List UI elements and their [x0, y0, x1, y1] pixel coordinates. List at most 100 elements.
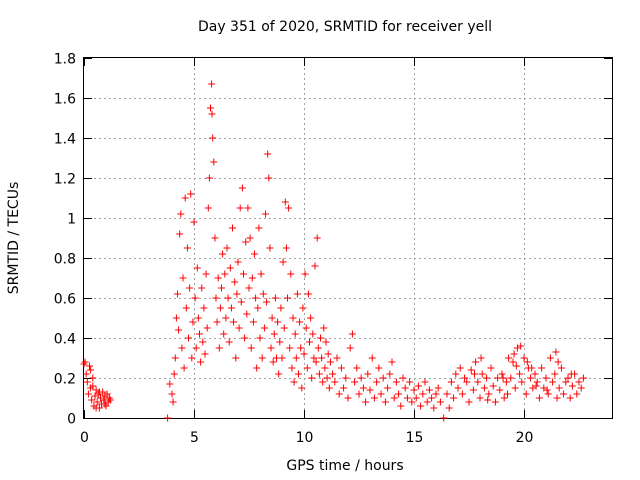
- data-point: [277, 304, 285, 312]
- data-point: [292, 354, 300, 362]
- data-point: [164, 414, 172, 422]
- y-tick-label: 0: [67, 412, 76, 428]
- data-point: [285, 204, 293, 212]
- data-point: [511, 384, 519, 392]
- data-point: [364, 370, 372, 378]
- y-tick-label: 1.6: [54, 92, 76, 108]
- x-axis-label: GPS time / hours: [286, 458, 403, 474]
- data-point: [312, 358, 320, 366]
- data-point: [174, 290, 181, 298]
- data-point: [183, 244, 191, 252]
- data-point: [214, 274, 222, 282]
- data-point: [496, 386, 504, 394]
- data-point: [106, 396, 114, 404]
- data-point: [288, 364, 296, 372]
- data-point: [421, 378, 429, 386]
- data-point: [315, 370, 323, 378]
- data-point: [551, 370, 559, 378]
- data-point: [555, 384, 563, 392]
- x-tick-label: 10: [296, 430, 314, 446]
- data-point: [274, 318, 282, 326]
- data-point: [255, 224, 263, 232]
- data-point: [478, 370, 486, 378]
- data-point: [267, 344, 275, 352]
- data-point: [256, 334, 264, 342]
- data-point: [289, 314, 297, 322]
- data-point: [169, 398, 177, 406]
- data-point: [201, 350, 209, 358]
- data-point: [213, 318, 221, 326]
- data-point: [177, 210, 185, 218]
- data-point: [211, 234, 219, 242]
- data-point: [298, 384, 306, 392]
- data-point: [89, 382, 97, 390]
- data-point: [264, 150, 272, 158]
- data-point: [276, 338, 284, 346]
- data-point: [329, 370, 337, 378]
- data-point: [379, 374, 387, 382]
- data-point: [296, 318, 304, 326]
- data-point: [263, 298, 271, 306]
- data-point: [300, 350, 308, 358]
- data-point: [209, 134, 217, 142]
- data-point: [266, 244, 274, 252]
- data-point: [215, 344, 223, 352]
- data-point: [204, 204, 212, 212]
- data-point: [566, 394, 574, 402]
- data-point: [203, 324, 211, 332]
- data-point: [517, 342, 525, 350]
- data-point: [523, 358, 531, 366]
- data-point: [101, 400, 109, 408]
- data-point: [386, 370, 394, 378]
- y-tick-label: 1.4: [54, 132, 76, 148]
- data-point: [434, 384, 442, 392]
- data-point: [538, 364, 546, 372]
- data-point: [340, 384, 348, 392]
- x-tick-label: 0: [80, 430, 89, 446]
- data-point: [461, 374, 469, 382]
- plot-frame: [83, 57, 613, 419]
- data-point: [187, 190, 195, 198]
- data-point: [535, 394, 543, 402]
- data-point: [430, 404, 438, 412]
- data-point: [452, 370, 460, 378]
- data-point: [410, 386, 418, 394]
- data-point: [533, 378, 541, 386]
- data-point: [454, 384, 462, 392]
- y-tick-label: 0.4: [54, 332, 76, 348]
- data-point: [399, 374, 407, 382]
- data-point: [504, 390, 511, 398]
- data-point: [216, 304, 224, 312]
- data-point: [355, 390, 363, 398]
- data-point: [417, 402, 425, 410]
- data-point: [89, 374, 97, 382]
- data-point: [198, 284, 206, 292]
- data-point: [171, 354, 179, 362]
- data-point: [575, 378, 583, 386]
- data-point: [527, 374, 535, 382]
- data-point: [307, 314, 315, 322]
- data-point: [377, 390, 385, 398]
- data-point: [179, 274, 187, 282]
- data-point: [403, 394, 411, 402]
- data-point: [487, 364, 495, 372]
- data-point: [280, 324, 288, 332]
- data-point: [103, 390, 111, 398]
- data-point: [337, 364, 345, 372]
- data-point: [193, 264, 201, 272]
- data-point: [518, 378, 526, 386]
- data-point: [432, 390, 440, 398]
- x-tick-label: 15: [406, 430, 424, 446]
- data-point: [189, 318, 197, 326]
- data-point: [324, 350, 332, 358]
- data-point: [573, 390, 581, 398]
- data-point: [366, 386, 374, 394]
- data-point: [232, 354, 240, 362]
- data-point: [401, 384, 409, 392]
- data-point: [507, 374, 515, 382]
- data-point: [279, 258, 287, 266]
- data-point: [227, 304, 235, 312]
- data-point: [219, 250, 227, 258]
- data-point: [236, 204, 244, 212]
- data-point: [100, 396, 108, 404]
